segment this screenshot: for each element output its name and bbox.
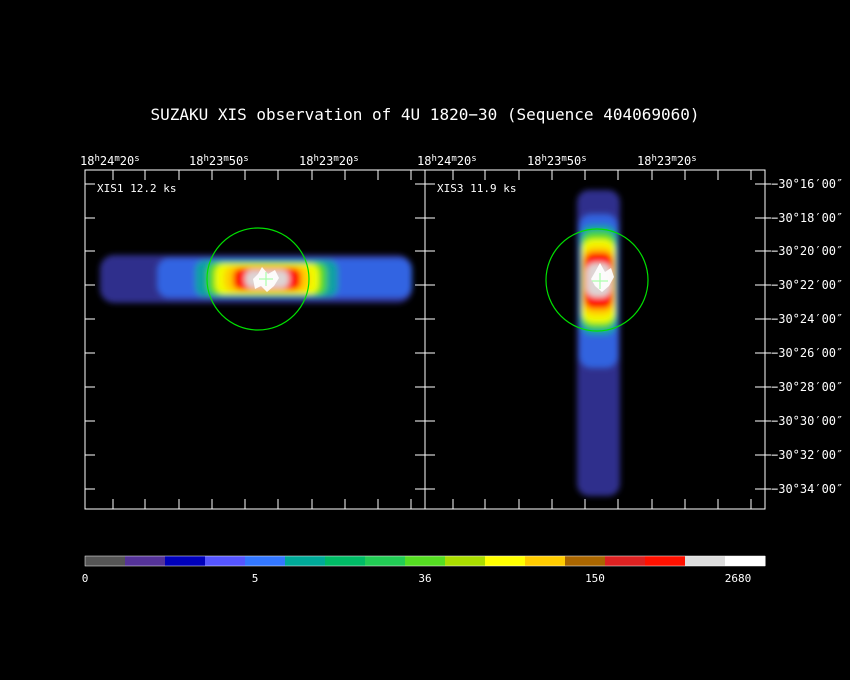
dec-label: −30°16′00″ [771,177,843,191]
dec-axis-labels: −30°16′00″ −30°18′00″ −30°20′00″ −30°22′00″… [765,177,843,496]
dec-label: −30°30′00″ [771,414,843,428]
colorbar-segment [245,556,286,566]
xis1-label: XIS1 12.2 ks [97,182,176,195]
ra-label: 18h23m50s [189,154,249,168]
xis1-extraction-circle [206,227,310,331]
dec-label: −30°20′00″ [771,244,843,258]
panel-frame [84,169,426,510]
colorbar-label: 5 [252,572,259,585]
ra-label: 18h23m50s [527,154,587,168]
xis3-core [591,263,614,292]
ra-label: 18h24m20s [417,154,477,168]
colorbar-segment [445,556,486,566]
colorbar: 0 5 36 150 2680 [82,555,766,585]
ra-label: 18h23m20s [637,154,697,168]
colorbar-segment [365,556,406,566]
dec-label: −30°24′00″ [771,312,843,326]
ra-label: 18h24m20s [80,154,140,168]
colorbar-frame [84,555,766,567]
colorbar-segment [605,556,646,566]
colorbar-label: 36 [418,572,431,585]
colorbar-segment [565,556,606,566]
dec-label: −30°34′00″ [771,482,843,496]
xis3-panel: XIS3 11.9 ks [424,169,766,510]
xis3-emission-map [577,190,620,496]
colorbar-segment [85,556,126,566]
dec-label: −30°32′00″ [771,448,843,462]
colorbar-segment [325,556,366,566]
colorbar-segment [645,556,686,566]
xis1-panel: XIS1 12.2 ks [84,169,426,510]
dec-label: −30°22′00″ [771,278,843,292]
ra-label: 18h23m20s [299,154,359,168]
colorbar-label: 2680 [725,572,752,585]
colorbar-segment [485,556,526,566]
dec-label: −30°26′00″ [771,346,843,360]
dec-label: −30°28′00″ [771,380,843,394]
colorbar-segment [685,556,726,566]
colorbar-segment [205,556,246,566]
colorbar-segment [285,556,326,566]
colorbar-segment [405,556,446,566]
panel-frame [424,169,766,510]
image-panels: XIS1 12.2 ks XIS3 11.9 ks [84,169,766,510]
colorbar-label: 0 [82,572,89,585]
xis3-label: XIS3 11.9 ks [437,182,516,195]
colorbar-segment [125,556,166,566]
colorbar-segment [725,556,766,566]
colorbar-segment [165,556,206,566]
ra-axis-labels: 18h24m20s 18h23m50s 18h23m20s 18h24m20s 18h2… [80,154,697,168]
colorbar-segment [525,556,566,566]
dec-label: −30°18′00″ [771,211,843,225]
figure-title: SUZAKU XIS observation of 4U 1820−30 (Se… [150,105,699,124]
xis3-extraction-circle [545,228,649,332]
colorbar-label: 150 [585,572,605,585]
